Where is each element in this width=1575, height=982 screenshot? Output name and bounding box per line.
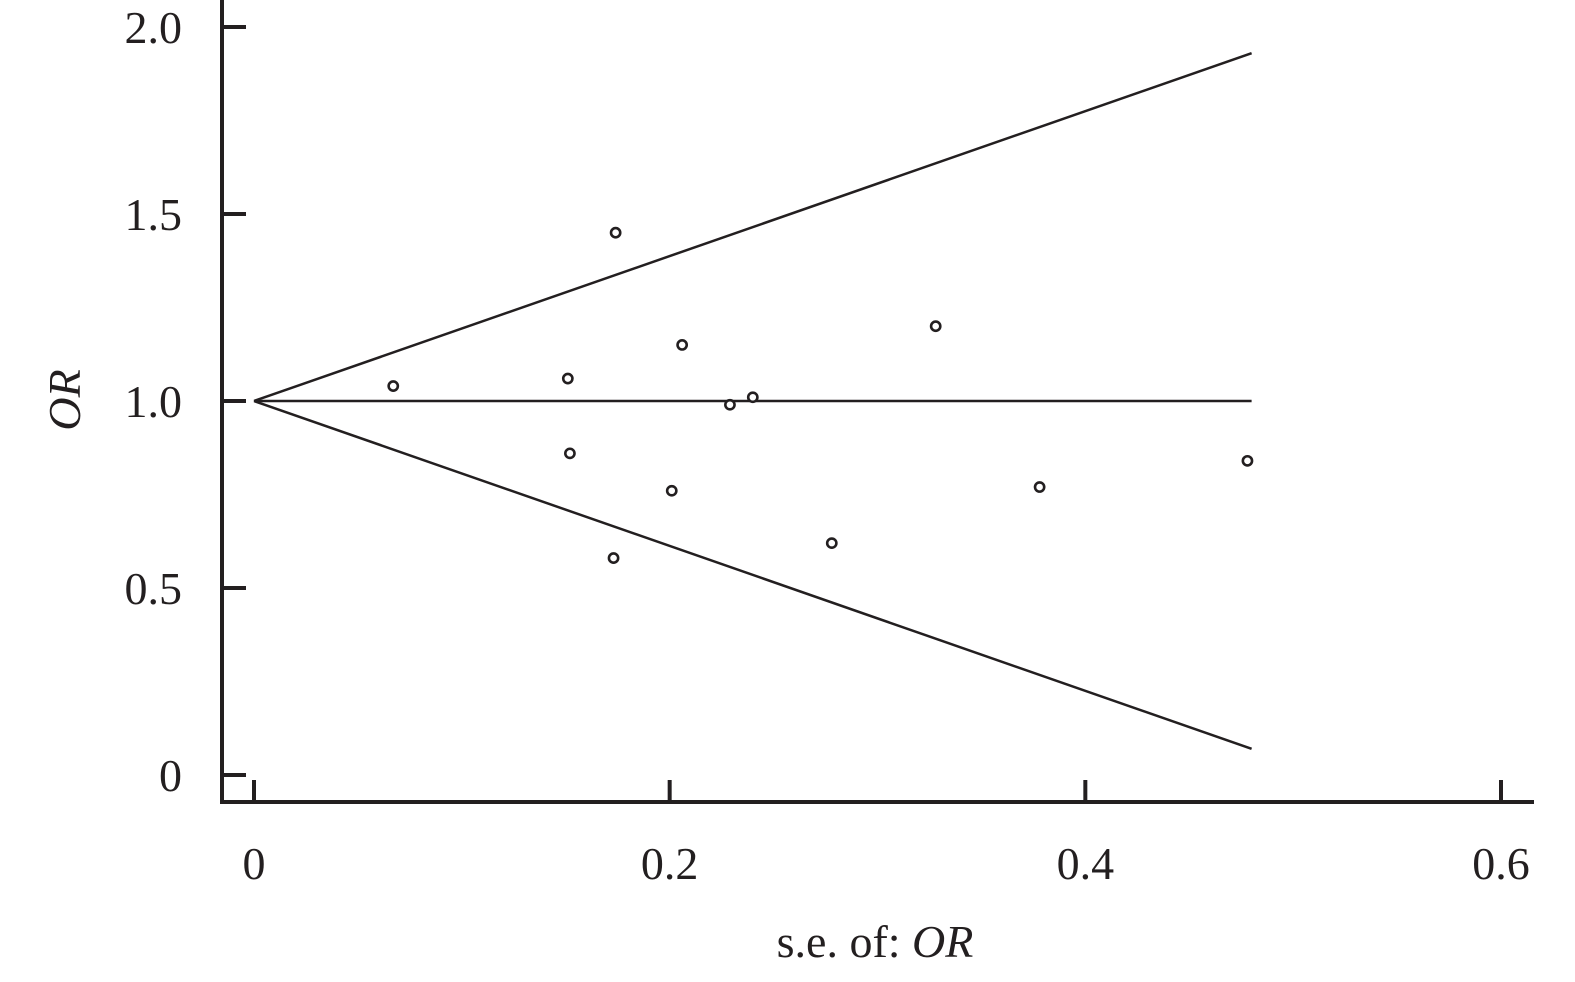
y-tick-label: 0 xyxy=(159,750,182,801)
study-point xyxy=(1033,481,1046,493)
study-point xyxy=(1241,454,1254,467)
study-point xyxy=(929,320,942,333)
study-point xyxy=(724,398,736,411)
x-ticks: 0 0.2 0.4 0.6 xyxy=(243,780,1530,889)
y-tick-label: 2.0 xyxy=(125,2,183,53)
study-point xyxy=(746,391,759,404)
funnel-lower-limit-line xyxy=(253,399,1253,751)
study-point xyxy=(561,372,574,385)
study-point xyxy=(609,226,622,239)
x-axis-title-prefix: s.e. of: xyxy=(777,916,912,967)
data-points xyxy=(387,226,1254,564)
study-point xyxy=(665,484,678,497)
funnel-upper-limit-line xyxy=(253,51,1253,403)
y-tick-label: 0.5 xyxy=(125,563,183,614)
x-axis-title-variable: OR xyxy=(912,916,973,967)
y-ticks: 0 0.5 1.0 1.5 2.0 xyxy=(125,2,246,801)
study-point xyxy=(825,537,838,550)
x-tick-label: 0 xyxy=(243,838,266,889)
study-point xyxy=(564,447,576,460)
y-tick-label: 1.5 xyxy=(125,189,183,240)
x-tick-label: 0.6 xyxy=(1472,838,1530,889)
study-point xyxy=(387,380,400,392)
y-axis-title: OR xyxy=(39,369,90,430)
x-tick-label: 0.2 xyxy=(641,838,699,889)
y-tick-label: 1.0 xyxy=(125,376,183,427)
study-point xyxy=(607,552,620,564)
y-axis-title-variable: OR xyxy=(39,369,90,430)
study-point xyxy=(676,338,689,351)
x-axis-title: s.e. of: OR xyxy=(777,916,974,967)
x-tick-label: 0.4 xyxy=(1057,838,1115,889)
